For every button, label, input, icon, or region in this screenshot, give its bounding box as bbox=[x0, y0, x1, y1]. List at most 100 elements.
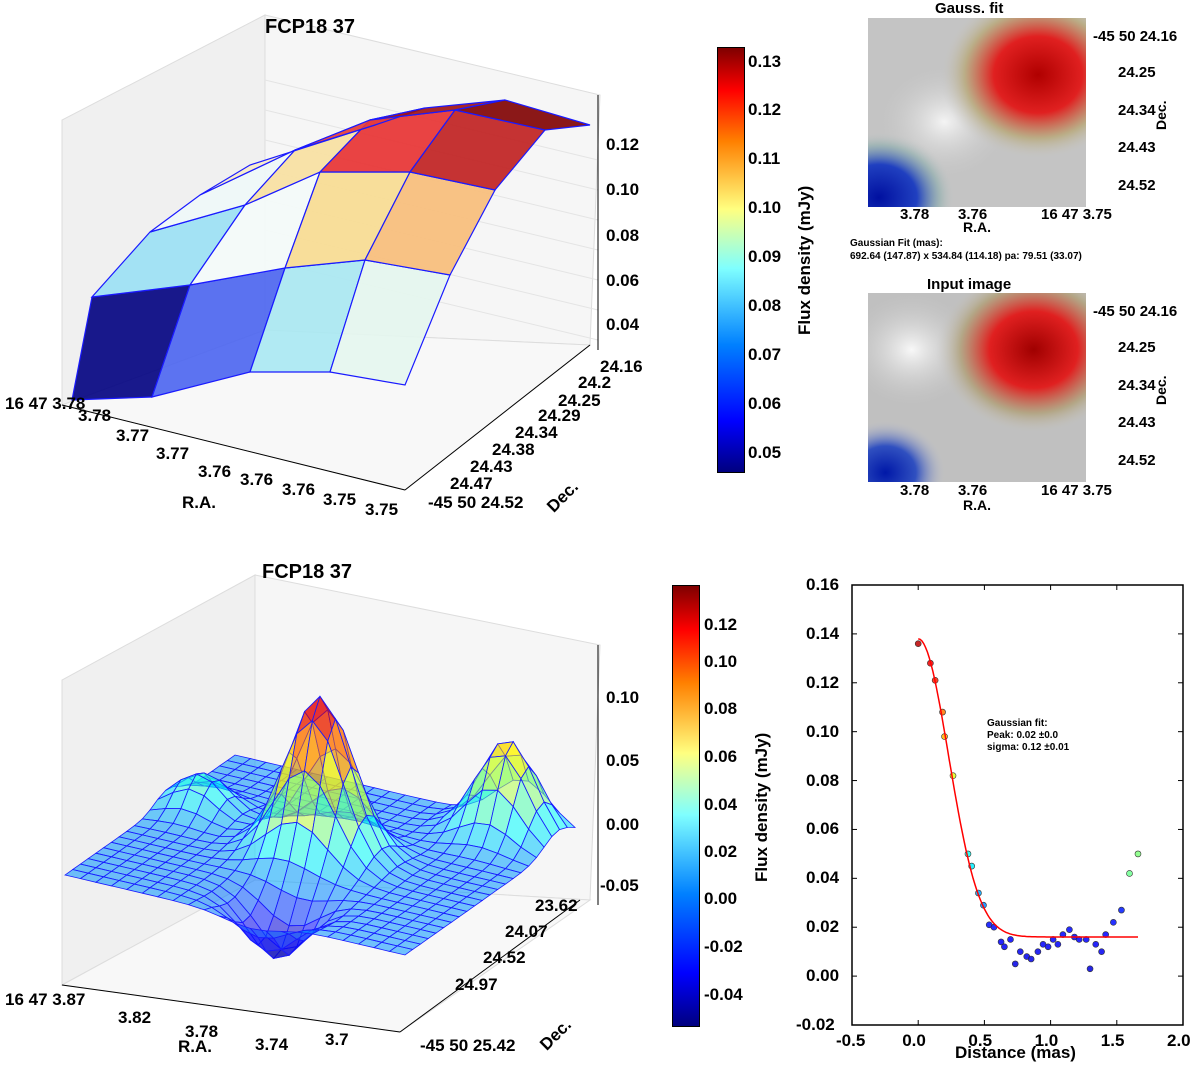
data-point bbox=[1134, 850, 1142, 858]
colorbar-tick-label: -0.04 bbox=[704, 985, 743, 1004]
x-axis-label: R.A. bbox=[182, 493, 216, 512]
gaussian-fit-caption: Gaussian Fit (mas): bbox=[850, 238, 943, 249]
colorbar-tick-label: 0.08 bbox=[704, 699, 738, 718]
x-tick-label: 3.78 bbox=[900, 206, 930, 223]
y-tick-label: 23.62 bbox=[535, 896, 578, 915]
colorbar-tick-label: 0.11 bbox=[748, 149, 781, 168]
x-tick-label: 3.78 bbox=[185, 1022, 219, 1041]
z-tick-label: -0.05 bbox=[600, 876, 639, 895]
data-point bbox=[1011, 960, 1019, 968]
x-axis bbox=[61, 404, 406, 491]
z-tick-label: 0.04 bbox=[606, 315, 640, 334]
colorbar-tick-label: 0.05 bbox=[748, 443, 782, 462]
data-point bbox=[1016, 948, 1024, 955]
x-axis bbox=[61, 984, 401, 1033]
y-tick-label: 0.10 bbox=[806, 721, 840, 741]
data-point bbox=[1044, 943, 1052, 951]
x-tick-label: -0.5 bbox=[836, 1031, 866, 1050]
surface-patch bbox=[454, 99, 591, 131]
image-title: Input image bbox=[927, 276, 1012, 293]
x-tick-label: 3.76 bbox=[282, 480, 316, 499]
z-tick-label: 0.05 bbox=[606, 751, 640, 770]
gaussian-fit-values: 692.64 (147.87) x 534.84 (114.18) pa: 79… bbox=[850, 251, 1082, 262]
x-axis-label: R.A. bbox=[963, 497, 991, 513]
y-tick-label: 24.52 bbox=[1118, 452, 1156, 469]
y-tick-label: 24.38 bbox=[492, 440, 535, 459]
y-tick-label: 24.34 bbox=[1118, 102, 1156, 119]
y-tick-label: -45 50 24.52 bbox=[428, 493, 524, 512]
y-tick-label: 0.02 bbox=[806, 917, 840, 937]
x-tick-label: 3.75 bbox=[323, 490, 357, 509]
colorbar-tick-label: -0.02 bbox=[704, 937, 743, 956]
y-tick-label: 0.16 bbox=[806, 575, 840, 594]
x-tick-label: 3.76 bbox=[958, 206, 988, 223]
y-tick-label: 24.47 bbox=[450, 474, 493, 493]
colorbar-tick-label: 0.02 bbox=[704, 842, 738, 861]
x-tick-label: 1.0 bbox=[1034, 1031, 1059, 1050]
gauss-fit-heatmap bbox=[868, 18, 1086, 207]
data-point bbox=[1007, 936, 1014, 943]
z-tick-label: 0.06 bbox=[606, 271, 640, 290]
y-tick-label: 24.29 bbox=[538, 406, 581, 425]
y-tick-label: 0.00 bbox=[806, 966, 840, 986]
y-tick-label: 24.2 bbox=[578, 373, 612, 392]
y-tick-label: 24.97 bbox=[455, 975, 498, 994]
x-tick-label: 3.76 bbox=[198, 462, 232, 481]
x-tick-label: 1.5 bbox=[1100, 1031, 1125, 1050]
y-tick-label: 24.52 bbox=[1118, 177, 1156, 194]
x-tick-label: 3.75 bbox=[365, 500, 399, 519]
z-tick-label: 0.10 bbox=[606, 180, 640, 199]
y-tick-label: 24.43 bbox=[470, 457, 513, 476]
y-tick-label: -45 50 24.16 bbox=[1093, 303, 1178, 320]
data-point bbox=[1126, 870, 1133, 877]
z-tick-label: 0.12 bbox=[606, 135, 640, 154]
colorbar-tick-label: 0.12 bbox=[704, 615, 738, 634]
x-tick-label: 3.76 bbox=[240, 470, 274, 489]
fit-annotation-peak: Peak: 0.02 ±0.0 bbox=[987, 730, 1059, 741]
colorbar-tick-label: 0.04 bbox=[704, 795, 738, 814]
x-tick-label: 3.77 bbox=[156, 444, 190, 463]
colorbar-tick-label: 0.10 bbox=[748, 198, 782, 217]
x-tick-label: 3.77 bbox=[116, 426, 150, 445]
colorbar-tick-label: 0.00 bbox=[704, 889, 738, 908]
colorbar-gradient bbox=[717, 47, 745, 473]
x-tick-label: 16 47 3.78 bbox=[5, 394, 86, 413]
data-point bbox=[914, 640, 922, 647]
x-tick-label: 16 47 3.87 bbox=[5, 990, 86, 1009]
data-point bbox=[1001, 943, 1008, 951]
input-image-heatmap bbox=[868, 293, 1086, 482]
y-tick-label: 0.12 bbox=[806, 672, 840, 692]
data-point bbox=[1110, 919, 1117, 926]
z-tick-label: 0.10 bbox=[606, 688, 640, 707]
plot-title: FCP18 37 bbox=[262, 561, 353, 583]
x-tick-label: 3.82 bbox=[118, 1008, 152, 1027]
y-tick-label: 24.07 bbox=[505, 922, 548, 941]
x-tick-label: 2.0 bbox=[1167, 1031, 1191, 1050]
colorbar-tick-label: 0.06 bbox=[704, 747, 738, 766]
surface-patch bbox=[388, 945, 414, 956]
y-tick-label: 24.16 bbox=[600, 357, 643, 376]
x-axis-label: R.A. bbox=[963, 219, 991, 235]
y-tick-label: 0.14 bbox=[806, 623, 840, 643]
data-point bbox=[1086, 965, 1094, 973]
y-tick-label: -45 50 24.16 bbox=[1093, 28, 1178, 45]
y-tick-label: 24.34 bbox=[1118, 377, 1156, 394]
data-point bbox=[1034, 948, 1042, 955]
x-tick-label: 3.76 bbox=[958, 482, 988, 499]
y-tick-label: -45 50 25.42 bbox=[420, 1036, 516, 1055]
gaussian-fit-curve bbox=[917, 638, 1138, 938]
data-point bbox=[1054, 941, 1062, 948]
x-tick-label: 16 47 3.75 bbox=[1041, 482, 1112, 499]
colorbar-tick-label: 0.13 bbox=[748, 52, 782, 71]
image-title: Gauss. fit bbox=[935, 0, 1004, 17]
colorbar-tick-label: 0.10 bbox=[704, 652, 738, 671]
colorbar-tick-label: 0.07 bbox=[748, 345, 782, 364]
x-tick-label: 3.74 bbox=[255, 1035, 289, 1054]
x-tick-label: 3.7 bbox=[325, 1030, 349, 1049]
y-tick-label: 0.04 bbox=[806, 868, 840, 888]
data-point bbox=[1092, 941, 1100, 948]
colorbar-tick-label: 0.06 bbox=[748, 394, 782, 413]
y-tick-label: 24.43 bbox=[1118, 414, 1156, 431]
colorbar-tick-label: 0.12 bbox=[748, 100, 782, 119]
